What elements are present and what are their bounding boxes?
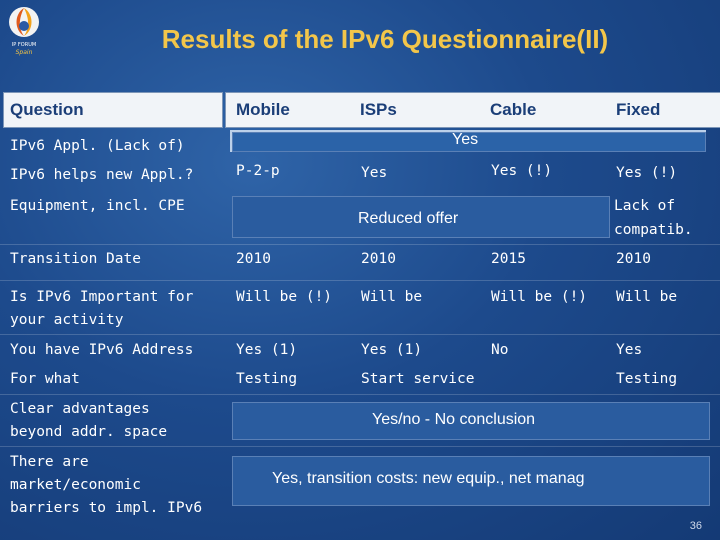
row9-question-line3: barriers to impl. IPv6 [10, 500, 203, 516]
row9-span-text: Yes, transition costs: new equip., net m… [272, 470, 585, 487]
row-divider [0, 446, 720, 447]
row7-isps: Start service [361, 371, 475, 387]
row-divider [0, 334, 720, 335]
row4-mobile: 2010 [236, 251, 271, 267]
row8-span-text: Yes/no - No conclusion [372, 411, 536, 428]
header-mobile: Mobile [236, 100, 290, 119]
row2-fixed: Yes (!) [616, 165, 678, 181]
page-title: Results of the IPv6 Questionnaire(II) [161, 24, 609, 54]
logo-text-primary: IP FORUM [11, 42, 37, 48]
row6-isps: Yes (1) [361, 342, 423, 358]
row3-fixed-line2: compatib. [614, 222, 693, 238]
row2-isps: Yes [361, 165, 388, 181]
row3-span-bar [232, 196, 610, 238]
row5-mobile: Will be (!) [236, 289, 333, 305]
row7-fixed: Testing [616, 371, 678, 387]
row4-question: Transition Date [10, 251, 141, 267]
row1-span-text: Yes [452, 131, 479, 148]
row6-cable: No [491, 342, 509, 358]
row9-question-line1: There are [10, 454, 89, 470]
row1-question: IPv6 Appl. (Lack of) [10, 138, 185, 154]
forum-logo [9, 7, 39, 37]
row8-question-line1: Clear advantages [10, 401, 150, 417]
row5-question-line2: your activity [10, 312, 124, 328]
header-cable: Cable [490, 100, 537, 119]
row2-question: IPv6 helps new Appl.? [10, 167, 194, 183]
row2-cable: Yes (!) [491, 163, 553, 179]
row1-span-bar-inner [232, 132, 706, 152]
header-values-cell: Mobile ISPs Cable Fixed [225, 92, 720, 128]
header-question: Question [10, 100, 84, 119]
logo-text-secondary: Spain [15, 49, 33, 56]
row3-span-text: Reduced offer [358, 210, 459, 227]
row6-mobile: Yes (1) [236, 342, 298, 358]
row4-isps: 2010 [361, 251, 396, 267]
page-number: 36 [689, 520, 702, 532]
row-divider [0, 280, 720, 281]
row5-question-line1: Is IPv6 Important for [10, 289, 194, 305]
row-divider [0, 244, 720, 245]
row5-fixed: Will be [616, 289, 678, 305]
header-question-cell: Question [3, 92, 223, 128]
row8-span-bar [232, 402, 710, 440]
row4-fixed: 2010 [616, 251, 651, 267]
row6-fixed: Yes [616, 342, 643, 358]
row8-question-line2: beyond addr. space [10, 424, 168, 440]
header-isps: ISPs [360, 100, 397, 119]
row9-question-line2: market/economic [10, 477, 141, 493]
row3-question: Equipment, incl. CPE [10, 198, 185, 214]
row7-mobile: Testing [236, 371, 298, 387]
row5-cable: Will be (!) [491, 289, 588, 305]
row7-question: For what [10, 371, 80, 387]
row2-mobile: P-2-p [236, 163, 280, 179]
row3-fixed-line1: Lack of [614, 198, 676, 214]
row9-span-bar [232, 456, 710, 506]
header-fixed: Fixed [616, 100, 661, 119]
row5-isps: Will be [361, 289, 423, 305]
row-divider [0, 394, 720, 395]
row4-cable: 2015 [491, 251, 526, 267]
row6-question: You have IPv6 Address [10, 342, 194, 358]
